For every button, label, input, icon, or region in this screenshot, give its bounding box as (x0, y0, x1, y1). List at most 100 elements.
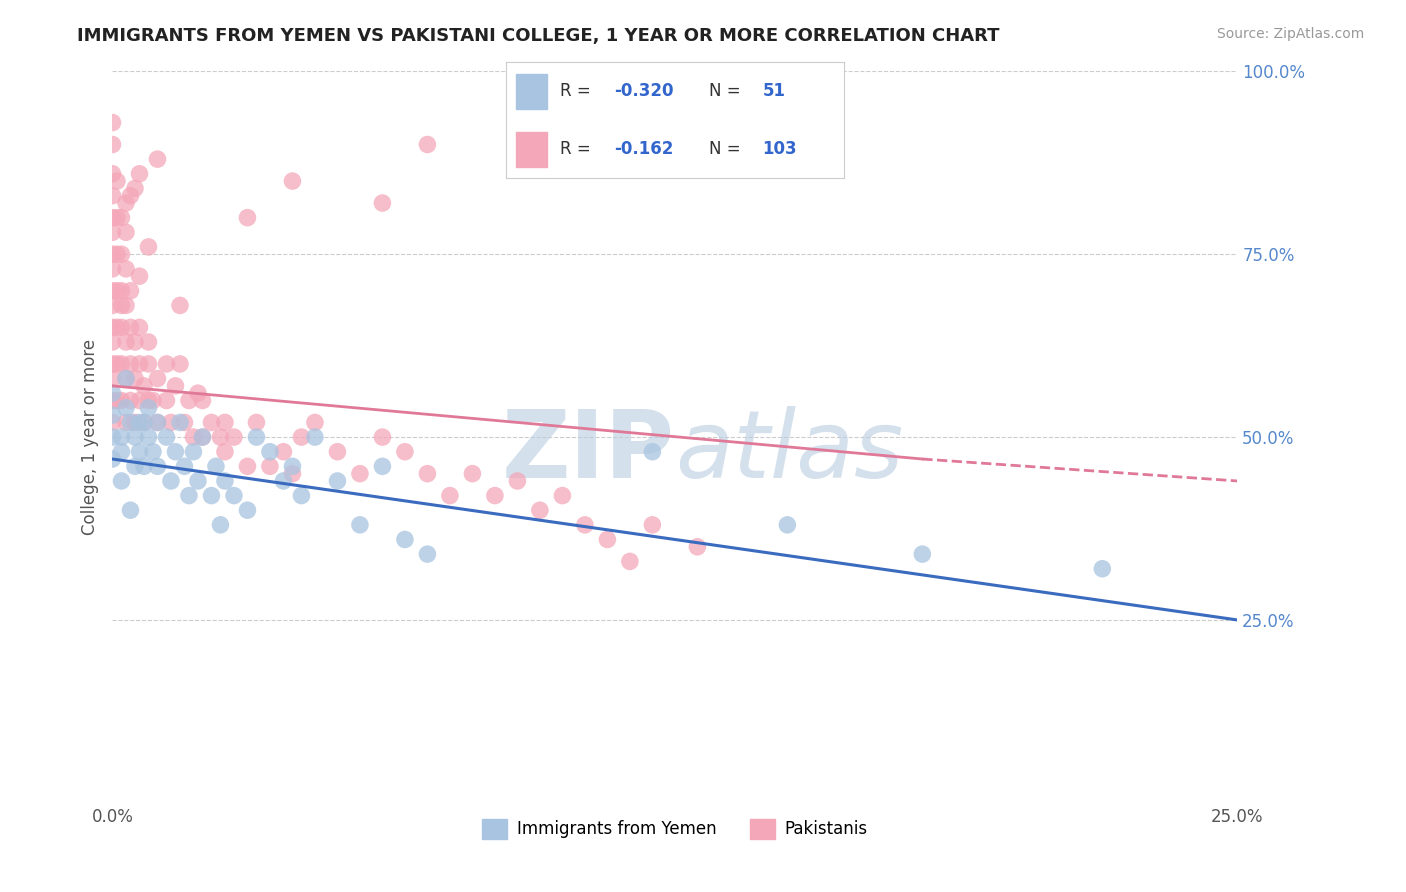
Point (187, 386, 209, 401)
Point (146, 371, 169, 385)
Point (160, 416, 183, 430)
Y-axis label: College, 1 year or more: College, 1 year or more (80, 339, 98, 535)
Text: -0.162: -0.162 (614, 140, 673, 159)
Point (349, 467, 371, 481)
Point (169, 357, 191, 371)
Point (115, 416, 138, 430)
Point (128, 167, 150, 181)
Point (128, 269, 150, 284)
Point (416, 137, 439, 152)
Point (105, 393, 128, 408)
Point (132, 416, 155, 430)
Point (155, 430, 177, 444)
Point (138, 401, 160, 415)
Point (110, 298, 132, 312)
Point (155, 393, 177, 408)
Point (124, 459, 146, 474)
Point (273, 444, 295, 458)
Point (304, 416, 326, 430)
Bar (516, 132, 547, 167)
Point (222, 489, 245, 503)
Point (155, 357, 177, 371)
Point (1091, 562, 1114, 576)
Point (183, 444, 205, 458)
Point (101, 371, 124, 385)
Point (128, 444, 150, 458)
Point (209, 430, 232, 444)
Point (326, 474, 349, 488)
Text: 103: 103 (762, 140, 797, 159)
Point (394, 444, 416, 458)
Point (120, 284, 142, 298)
Point (115, 371, 138, 385)
Point (304, 430, 326, 444)
Point (165, 379, 187, 393)
Point (124, 430, 146, 444)
Point (132, 379, 155, 393)
Point (128, 320, 150, 334)
Point (120, 393, 142, 408)
Point (551, 489, 574, 503)
Point (177, 393, 200, 408)
Point (101, 247, 124, 261)
Point (110, 393, 132, 408)
Point (101, 430, 124, 444)
Point (132, 459, 155, 474)
Point (101, 188, 124, 202)
Point (120, 320, 142, 334)
Point (101, 211, 124, 225)
Point (138, 430, 160, 444)
Point (101, 452, 124, 467)
Point (132, 416, 155, 430)
Point (101, 115, 124, 129)
Point (209, 517, 232, 532)
Point (115, 334, 138, 349)
Point (101, 284, 124, 298)
Point (101, 225, 124, 239)
Point (124, 334, 146, 349)
Point (115, 298, 138, 312)
Point (120, 357, 142, 371)
Point (142, 444, 165, 458)
Point (183, 430, 205, 444)
Point (641, 444, 664, 458)
Point (169, 298, 191, 312)
Point (200, 489, 222, 503)
Point (101, 393, 124, 408)
Text: IMMIGRANTS FROM YEMEN VS PAKISTANI COLLEGE, 1 YEAR OR MORE CORRELATION CHART: IMMIGRANTS FROM YEMEN VS PAKISTANI COLLE… (77, 27, 1000, 45)
Point (259, 444, 281, 458)
Point (138, 334, 160, 349)
Point (177, 489, 200, 503)
Point (120, 188, 142, 202)
Text: R =: R = (560, 140, 591, 159)
Point (105, 211, 128, 225)
Point (142, 393, 165, 408)
Point (138, 393, 160, 408)
Point (273, 474, 295, 488)
Text: R =: R = (560, 82, 591, 101)
Point (110, 430, 132, 444)
Point (439, 489, 461, 503)
Point (281, 174, 304, 188)
Point (394, 533, 416, 547)
Point (110, 284, 132, 298)
Point (371, 430, 394, 444)
Point (529, 503, 551, 517)
Point (110, 247, 132, 261)
Point (124, 371, 146, 385)
Point (236, 211, 259, 225)
Point (128, 393, 150, 408)
Point (214, 444, 236, 458)
Point (128, 416, 150, 430)
Point (686, 540, 709, 554)
Text: Source: ZipAtlas.com: Source: ZipAtlas.com (1216, 27, 1364, 41)
Point (105, 174, 128, 188)
Point (101, 386, 124, 401)
Point (105, 284, 128, 298)
Point (596, 533, 619, 547)
Point (290, 430, 312, 444)
Point (245, 416, 267, 430)
Point (619, 554, 641, 568)
Point (245, 430, 267, 444)
Point (461, 467, 484, 481)
